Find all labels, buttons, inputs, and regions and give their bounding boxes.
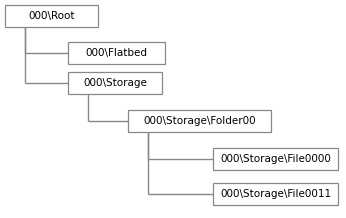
Text: 000\Flatbed: 000\Flatbed bbox=[85, 48, 147, 58]
FancyBboxPatch shape bbox=[68, 42, 165, 64]
Text: 000\Storage: 000\Storage bbox=[83, 78, 147, 88]
FancyBboxPatch shape bbox=[128, 110, 271, 132]
FancyBboxPatch shape bbox=[68, 72, 162, 94]
Text: 000\Storage\Folder00: 000\Storage\Folder00 bbox=[143, 116, 256, 126]
FancyBboxPatch shape bbox=[213, 148, 338, 170]
FancyBboxPatch shape bbox=[5, 5, 98, 27]
Text: 000\Storage\File0011: 000\Storage\File0011 bbox=[220, 189, 331, 199]
Text: 000\Root: 000\Root bbox=[28, 11, 75, 21]
FancyBboxPatch shape bbox=[213, 183, 338, 205]
Text: 000\Storage\File0000: 000\Storage\File0000 bbox=[220, 154, 331, 164]
